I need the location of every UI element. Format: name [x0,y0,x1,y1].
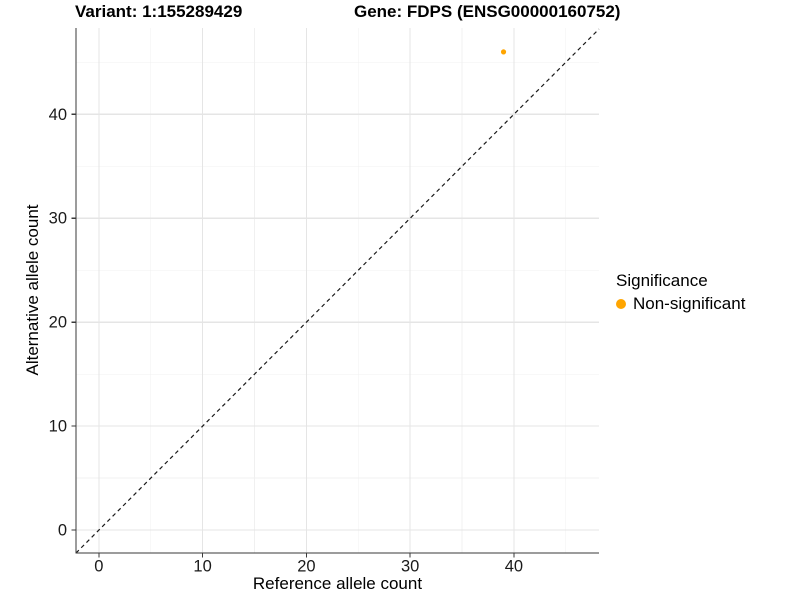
legend-title: Significance [616,271,708,290]
y-tick-label: 10 [49,418,67,436]
y-tick-label: 40 [49,106,67,124]
x-tick-label: 40 [505,558,523,576]
y-tick-label: 20 [49,314,67,332]
plot-title-variant: Variant: 1:155289429 [75,2,243,21]
x-tick-label: 20 [297,558,315,576]
legend: Significance Non-significant [616,271,745,314]
legend-point-swatch [616,299,626,309]
data-point [500,49,507,55]
plot-title-gene: Gene: FDPS (ENSG00000160752) [354,2,621,21]
identity-line [75,28,600,554]
x-tick-label: 30 [401,558,419,576]
legend-item-label: Non-significant [633,294,746,313]
legend-item: Non-significant [616,294,745,314]
x-tick-label: 10 [193,558,211,576]
y-tick-label: 0 [58,522,67,540]
x-axis-title: Reference allele count [252,574,423,593]
y-tick-label: 30 [49,210,67,228]
y-axis-title: Alternative allele count [23,204,42,376]
x-tick-label: 0 [94,558,103,576]
